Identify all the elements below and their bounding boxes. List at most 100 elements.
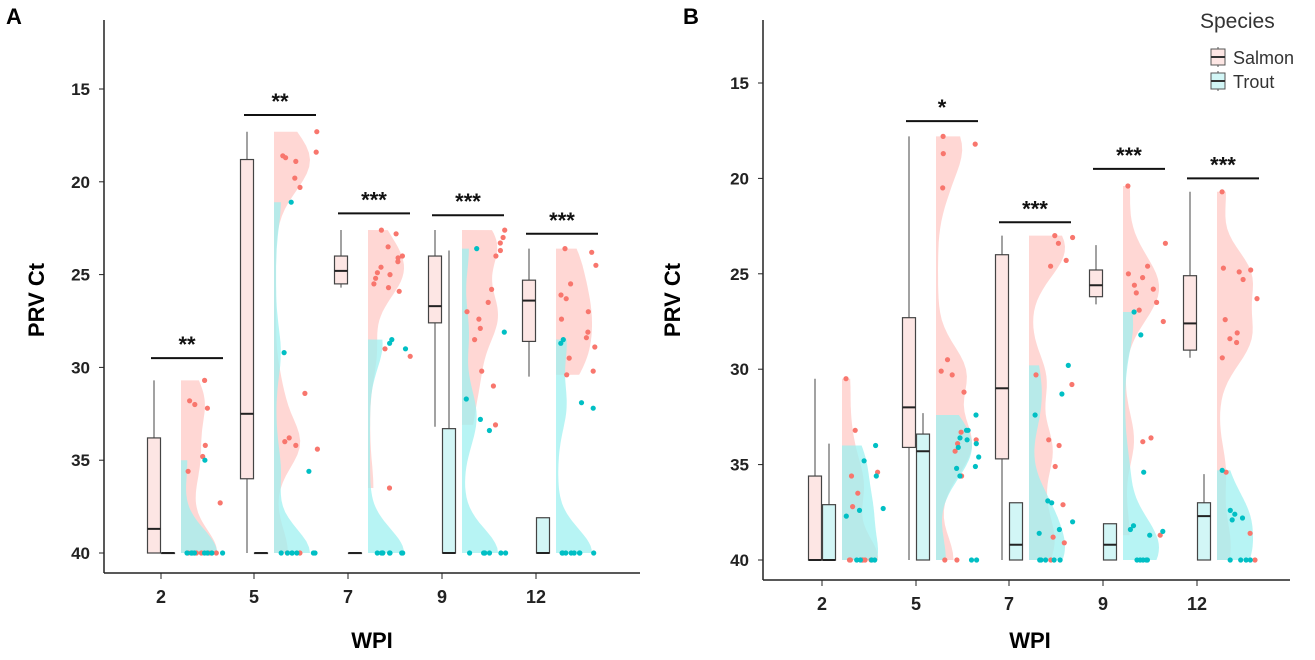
- point-trout: [880, 505, 886, 512]
- x-tick-label: 2: [156, 587, 166, 607]
- point-salmon: [1050, 534, 1056, 540]
- legend-title: Species: [1200, 10, 1275, 33]
- point-salmon: [382, 346, 388, 352]
- point-salmon: [954, 557, 960, 563]
- point-trout: [1144, 557, 1150, 563]
- point-trout: [1032, 412, 1038, 418]
- point-salmon: [378, 227, 384, 233]
- point-salmon: [492, 422, 499, 428]
- point-salmon: [958, 429, 964, 435]
- point-salmon: [1160, 318, 1166, 325]
- point-salmon: [938, 368, 944, 374]
- y-tick-label: 15: [730, 74, 749, 93]
- point-trout: [1219, 467, 1225, 473]
- point-salmon: [1055, 240, 1061, 246]
- point-salmon: [940, 133, 946, 139]
- point-trout: [1137, 557, 1143, 563]
- point-trout: [1243, 557, 1249, 563]
- point-salmon: [313, 149, 319, 155]
- point-trout: [201, 550, 208, 556]
- point-trout: [857, 557, 864, 563]
- point-trout: [590, 405, 596, 411]
- point-trout: [1057, 557, 1063, 563]
- x-axis-label-a: WPI: [351, 628, 393, 653]
- point-trout: [477, 416, 483, 422]
- point-trout: [957, 435, 963, 441]
- point-salmon: [477, 325, 483, 331]
- box-trout: [1008, 502, 1024, 561]
- point-salmon: [1048, 263, 1054, 269]
- point-salmon: [847, 557, 854, 563]
- point-salmon: [1148, 435, 1154, 441]
- y-tick-label: 35: [71, 451, 90, 470]
- point-salmon: [1061, 540, 1067, 546]
- panel-a: A PRV Ct WPI 15 20 25 30 35 40 2 ** 5 ** 7 *** 9 *** 1…: [6, 4, 640, 653]
- legend-item-salmon: Salmon: [1210, 47, 1294, 68]
- point-trout: [1131, 309, 1137, 315]
- point-salmon: [393, 231, 399, 237]
- point-trout: [463, 396, 469, 402]
- point-salmon: [558, 316, 565, 322]
- point-salmon: [585, 309, 591, 315]
- point-trout: [591, 550, 597, 556]
- point-trout: [1127, 526, 1133, 533]
- violin-trout: [181, 460, 217, 553]
- significance-label: **: [178, 332, 196, 357]
- y-tick-label: 30: [730, 360, 749, 379]
- point-trout: [1141, 469, 1147, 475]
- significance-label: *: [938, 95, 947, 120]
- point-salmon: [566, 355, 572, 361]
- point-trout: [498, 550, 504, 556]
- point-salmon: [1154, 299, 1160, 305]
- point-trout: [1247, 557, 1253, 563]
- point-trout: [184, 550, 190, 556]
- point-salmon: [282, 439, 288, 445]
- point-trout: [964, 437, 970, 443]
- point-salmon: [1219, 355, 1225, 361]
- point-trout: [467, 550, 473, 556]
- point-trout: [1059, 391, 1065, 397]
- x-tick-label: 9: [437, 587, 447, 607]
- box-salmon: [239, 158, 255, 480]
- point-salmon: [202, 442, 208, 448]
- box-trout: [1102, 523, 1118, 561]
- point-salmon: [204, 405, 210, 411]
- point-salmon: [293, 158, 299, 164]
- point-salmon: [1056, 442, 1062, 449]
- y-tick-label: 15: [71, 80, 90, 99]
- point-salmon: [1234, 339, 1240, 346]
- point-salmon: [497, 247, 503, 254]
- point-salmon: [314, 129, 320, 135]
- point-salmon: [855, 490, 861, 496]
- point-salmon: [396, 288, 402, 294]
- point-salmon: [202, 377, 208, 383]
- point-salmon: [286, 435, 292, 441]
- point-salmon: [589, 249, 595, 255]
- point-salmon: [378, 264, 384, 270]
- point-trout: [571, 550, 577, 556]
- point-salmon: [374, 270, 380, 276]
- point-salmon: [568, 281, 574, 287]
- box-salmon: [994, 254, 1010, 460]
- point-salmon: [1070, 234, 1076, 241]
- point-salmon: [564, 372, 570, 378]
- point-trout: [486, 550, 493, 556]
- point-trout: [843, 513, 849, 519]
- point-salmon: [1046, 437, 1052, 443]
- violin-trout: [1123, 311, 1159, 560]
- point-trout: [189, 550, 195, 556]
- point-trout: [374, 550, 380, 556]
- point-salmon: [387, 272, 393, 278]
- point-trout: [972, 463, 979, 470]
- point-salmon: [1240, 276, 1246, 283]
- point-salmon: [1219, 189, 1225, 195]
- point-trout: [1227, 557, 1233, 563]
- point-salmon: [590, 368, 596, 374]
- violin-trout: [556, 339, 592, 553]
- point-salmon: [187, 398, 193, 404]
- point-salmon: [940, 151, 946, 157]
- point-salmon: [940, 185, 946, 191]
- violin-salmon: [368, 230, 404, 489]
